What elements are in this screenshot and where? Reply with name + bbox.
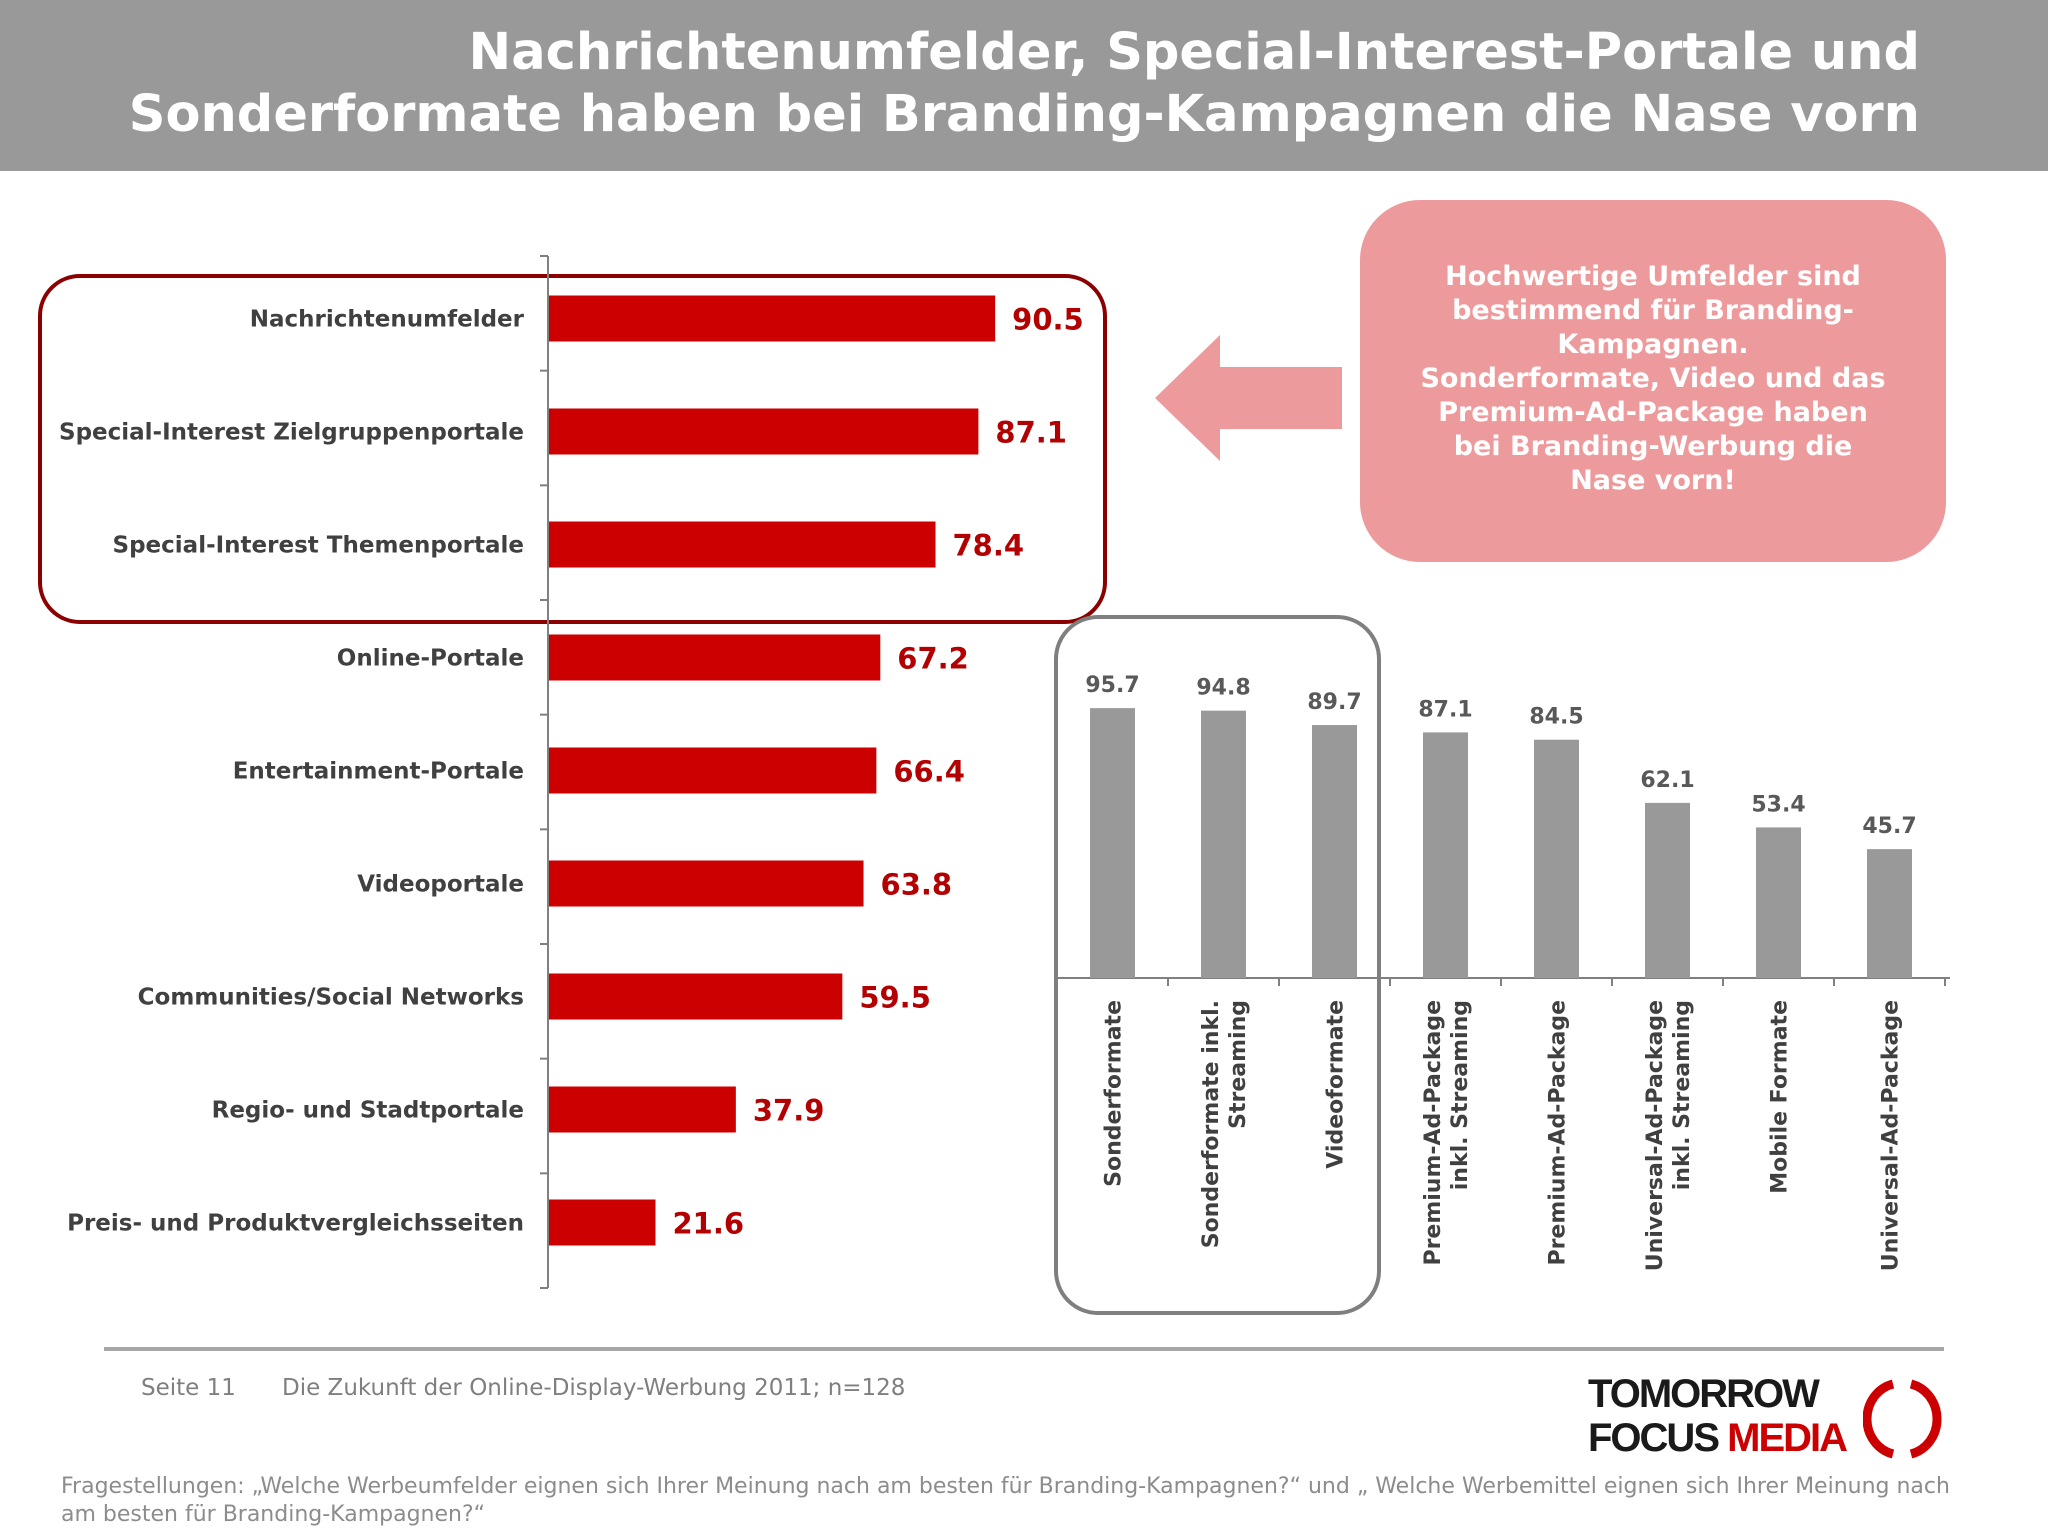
value-label: 90.5: [1012, 303, 1084, 337]
bar: [1867, 849, 1912, 978]
bar: [1423, 732, 1468, 978]
callout-line: Premium-Ad-Package haben: [1438, 397, 1868, 428]
callout-line: Nase vorn!: [1570, 465, 1736, 496]
value-label: 87.1: [995, 416, 1067, 450]
category-label: Universal-Ad-Package: [1879, 1000, 1904, 1271]
footer-divider: [104, 1347, 1944, 1351]
callout-line: Kampagnen.: [1557, 329, 1749, 360]
category-label: Online-Portale: [337, 646, 524, 672]
value-label: 78.4: [953, 529, 1025, 563]
bar: [549, 521, 936, 568]
page-title: Nachrichtenumfelder, Special-Interest-Po…: [20, 22, 1920, 146]
logo-line2-media: MEDIA: [1727, 1416, 1848, 1460]
bar: [549, 1086, 736, 1133]
category-label: Special-Interest Themenportale: [113, 533, 524, 559]
header-bar: Nachrichtenumfelder, Special-Interest-Po…: [0, 0, 2048, 171]
value-label: 21.6: [672, 1207, 744, 1241]
category-label-line: Premium-Ad-Package: [1546, 1000, 1571, 1266]
environment-bar-chart: Nachrichtenumfelder 90.5 Special-Interest …: [38, 255, 1107, 1289]
category-label-line: inkl. Streaming: [1448, 1000, 1473, 1190]
category-label-line: Universal-Ad-Package: [1879, 1000, 1904, 1271]
bar: [1645, 802, 1690, 978]
category-label-line: Mobile Formate: [1768, 1000, 1793, 1194]
category-label-line: Streaming: [1226, 1000, 1251, 1129]
category-label: Nachrichtenumfelder: [250, 307, 525, 333]
category-label: Sonderformate: [1102, 1000, 1127, 1187]
category-label: Mobile Formate: [1768, 1000, 1793, 1194]
format-bar-chart: 95.7 Sonderformate 94.8 Sonderformate inkl.…: [1054, 615, 1950, 1315]
value-label: 89.7: [1307, 690, 1361, 715]
value-label: 37.9: [753, 1094, 825, 1128]
callout-line: Sonderformate, Video und das: [1420, 363, 1886, 394]
page-title-line1: Nachrichtenumfelder, Special-Interest-Po…: [468, 23, 1920, 82]
category-label: Regio- und Stadtportale: [212, 1098, 524, 1124]
category-label-line: Videoformate: [1324, 1000, 1349, 1169]
value-label: 94.8: [1196, 676, 1250, 701]
bar: [1534, 739, 1579, 978]
value-label: 87.1: [1418, 697, 1472, 722]
source-note: Die Zukunft der Online-Display-Werbung 2…: [282, 1375, 906, 1401]
value-label: 66.4: [893, 755, 965, 789]
category-label-line: Sonderformate: [1102, 1000, 1127, 1187]
category-label: Premium-Ad-Package inkl. Streaming: [1421, 1000, 1473, 1266]
highlight-frame: [38, 274, 1107, 624]
bar: [1312, 725, 1357, 978]
page-title-line2: Sonderformate haben bei Branding-Kampagn…: [128, 85, 1920, 144]
category-label-line: inkl. Streaming: [1670, 1000, 1695, 1190]
bar: [1201, 710, 1246, 978]
bar: [549, 634, 881, 681]
bar: [549, 408, 979, 455]
value-label: 95.7: [1085, 673, 1139, 698]
category-label: Universal-Ad-Package inkl. Streaming: [1643, 1000, 1695, 1271]
category-label: Communities/Social Networks: [138, 985, 524, 1011]
category-label: Premium-Ad-Package: [1546, 1000, 1571, 1266]
logo-ring-icon: [1863, 1379, 1942, 1459]
bar: [549, 295, 996, 342]
bar: [549, 860, 864, 907]
callout-text: Hochwertige Umfelder sind bestimmend für …: [1390, 260, 1916, 498]
logo-line2-focus: FOCUS: [1588, 1416, 1728, 1460]
value-label: 53.4: [1751, 792, 1805, 817]
value-label: 62.1: [1640, 768, 1694, 793]
category-label: Entertainment-Portale: [233, 759, 524, 785]
callout-line: bei Branding-Werbung die: [1453, 431, 1853, 462]
category-label-line: Premium-Ad-Package: [1421, 1000, 1446, 1266]
callout-box: Hochwertige Umfelder sind bestimmend für …: [1360, 200, 1946, 562]
logo-line2: FOCUS MEDIA: [1588, 1416, 1848, 1460]
value-label: 84.5: [1529, 705, 1583, 730]
logo-line1: TOMORROW: [1588, 1372, 1820, 1416]
arrow-left-icon: [1155, 335, 1342, 461]
bar: [549, 1199, 656, 1246]
value-label: 59.5: [859, 981, 931, 1015]
value-label: 67.2: [897, 642, 969, 676]
bar: [549, 973, 843, 1020]
category-label: Sonderformate inkl. Streaming: [1199, 1000, 1251, 1248]
category-label-line: Sonderformate inkl.: [1199, 1000, 1224, 1248]
category-label: Videoformate: [1324, 1000, 1349, 1169]
callout-line: bestimmend für Branding-: [1452, 295, 1854, 326]
category-label: Special-Interest Zielgruppenportale: [59, 420, 524, 446]
category-label-line: Universal-Ad-Package: [1643, 1000, 1668, 1271]
value-label: 63.8: [881, 868, 953, 902]
bar: [1756, 827, 1801, 978]
bar: [1090, 708, 1135, 978]
callout-line: Hochwertige Umfelder sind: [1445, 261, 1861, 292]
category-label: Preis- und Produktvergleichsseiten: [67, 1211, 524, 1237]
value-label: 45.7: [1862, 814, 1916, 839]
highlight-frame: [1054, 615, 1381, 1315]
page-number: Seite 11: [141, 1375, 236, 1401]
category-label: Videoportale: [357, 872, 524, 898]
arrow-left-shape: [1155, 335, 1342, 461]
bar: [549, 747, 877, 794]
company-logo: TOMORROW FOCUS MEDIA: [1588, 1372, 1948, 1472]
question-note: Fragestellungen: „Welche Werbeumfelder e…: [61, 1474, 1950, 1527]
